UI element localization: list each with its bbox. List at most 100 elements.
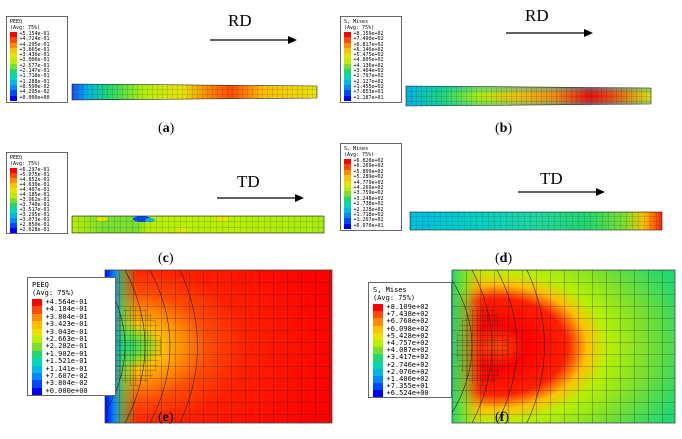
legend-swatch [373,375,383,384]
legend-row: +7.355e+01 [373,382,447,391]
legend-row: +4.564e-01 [32,298,111,307]
legend-row: +2.628e-01 [10,228,64,233]
legend-value: +1.141e-01 [45,364,88,373]
legend-swatch [344,37,351,43]
legend-row: +3.417e+02 [373,353,447,362]
legend-swatch [373,304,383,312]
legend-swatch [32,328,42,336]
legend-title-b: S, Mises (Avg: 75%) [344,19,375,31]
legend-row: +3.436e-01 [10,52,64,59]
legend-swatch [373,383,383,391]
legend-row: +2.663e-01 [32,334,111,344]
strip-contour-c [71,215,325,234]
legend-row: +5.154e-01 [10,31,64,38]
legend-row: +2.850e-01 [10,223,64,228]
legend-row: +6.820e+02 [344,158,398,165]
legend-swatch [10,203,17,208]
legend-value: +4.779e+02 [353,179,384,186]
legend-title-d: S, Mises (Avg: 75%) [344,146,375,158]
legend-value: +6.768e+02 [386,317,429,326]
caption-a: (a) [158,121,175,136]
rd-arrow-b [506,29,593,37]
legend-value: +7.355e+01 [386,382,429,391]
caption-f: (f) [495,410,510,425]
legend-value: +2.797e+02 [353,73,384,80]
legend-value: +2.076e+02 [386,367,429,376]
legend-value: +1.521e-01 [45,357,88,366]
legend-row: +1.187e+01 [344,95,398,101]
legend-row: +1.718e-01 [10,74,64,80]
legend-row: +6.524e+00 [373,389,447,398]
legend-value: +2.663e-01 [45,334,88,343]
legend-row: +1.207e+02 [344,217,398,224]
strip-contour-a [71,83,318,101]
legend-row: +4.136e+02 [344,63,398,70]
legend-swatch [344,223,351,230]
legend-row: +4.269e+02 [344,185,398,192]
legend-value: +6.098e+02 [386,324,429,333]
legend-row: +1.521e-01 [32,357,111,366]
legend-value: +3.517e-01 [19,207,50,213]
legend-value: +6.297e-01 [19,167,50,173]
legend-row: +3.248e+02 [344,196,398,203]
legend-row: +4.185e-01 [10,193,64,198]
caption-d-letter: d [499,251,508,266]
legend-row: +7.607e-02 [32,372,111,381]
legend-c: PEEQ (Avg: 75%) +6.297e-01 +5.075e-01 +4.8… [6,152,68,234]
legend-row: +2.127e+02 [344,79,398,85]
legend-swatch [10,84,17,91]
legend-value: +2.746e+02 [386,360,429,369]
legend-row: +3.517e-01 [10,208,64,213]
legend-b: S, Mises (Avg: 75%) +8.159e+02 +7.490e+02… [340,16,402,103]
legend-row: +3.804e-01 [32,312,111,322]
legend-swatch [344,218,351,224]
legend-row: +4.630e-01 [10,183,64,188]
legend-value: +3.417e+02 [386,353,429,362]
caption-a-letter: a [162,121,170,136]
legend-swatch [10,193,17,198]
caption-b: (b) [495,121,513,136]
legend-swatch [10,53,17,59]
legend-value: +6.820e+02 [353,158,384,164]
legend-row: +2.147e-01 [10,68,64,75]
legend-row: +2.282e-01 [32,342,111,351]
legend-value: +6.146e+02 [353,46,384,53]
legend-swatch [10,95,17,101]
legend-swatch [344,53,351,59]
legend-value: +3.804e-01 [45,312,88,321]
legend-swatch [10,63,17,70]
legend-swatch [344,191,351,197]
legend-row: +8.109e+02 [373,303,447,312]
legend-row: +1.902e-01 [32,350,111,359]
legend-value: +3.740e-01 [19,202,50,208]
legend-d: S, Mises (Avg: 75%) +6.820e+02 +6.269e+02… [340,143,402,231]
legend-row: +3.804e-02 [32,379,111,388]
legend-value: +2.577e-01 [19,62,50,69]
legend-row: +3.962e-01 [10,198,64,203]
legend-value: +6.524e+00 [386,389,429,398]
legend-row: +3.073e-01 [10,218,64,223]
legend-swatch [32,313,42,322]
legend-swatch [10,79,17,85]
legend-row: +3.464e+02 [344,68,398,75]
legend-row: +5.075e-01 [10,173,64,178]
td-arrow-c [217,194,304,202]
legend-title-a: PEEQ (Avg: 75%) [10,19,41,31]
legend-row: +4.295e-01 [10,42,64,48]
legend-row: +2.746e+02 [373,360,447,369]
legend-swatch [344,69,351,75]
legend-value: +2.850e-01 [19,222,50,228]
legend-row: +4.295e-02 [10,89,64,96]
legend-row: +7.438e+02 [373,310,447,319]
legend-swatch [344,58,351,64]
legend-row: +5.289e+02 [344,174,398,181]
legend-value: +3.423e-01 [45,320,88,329]
legend-value: +5.428e+02 [386,331,429,340]
legend-value: +4.724e-01 [19,36,50,43]
legend-title-e: PEEQ (Avg: 75%) [32,281,75,297]
legend-swatch [10,188,17,193]
legend-swatch [373,339,383,348]
legend-row: +7.853e+01 [344,89,398,96]
legend-row: +6.297e-01 [10,168,64,173]
legend-value: +5.154e-01 [19,31,50,37]
